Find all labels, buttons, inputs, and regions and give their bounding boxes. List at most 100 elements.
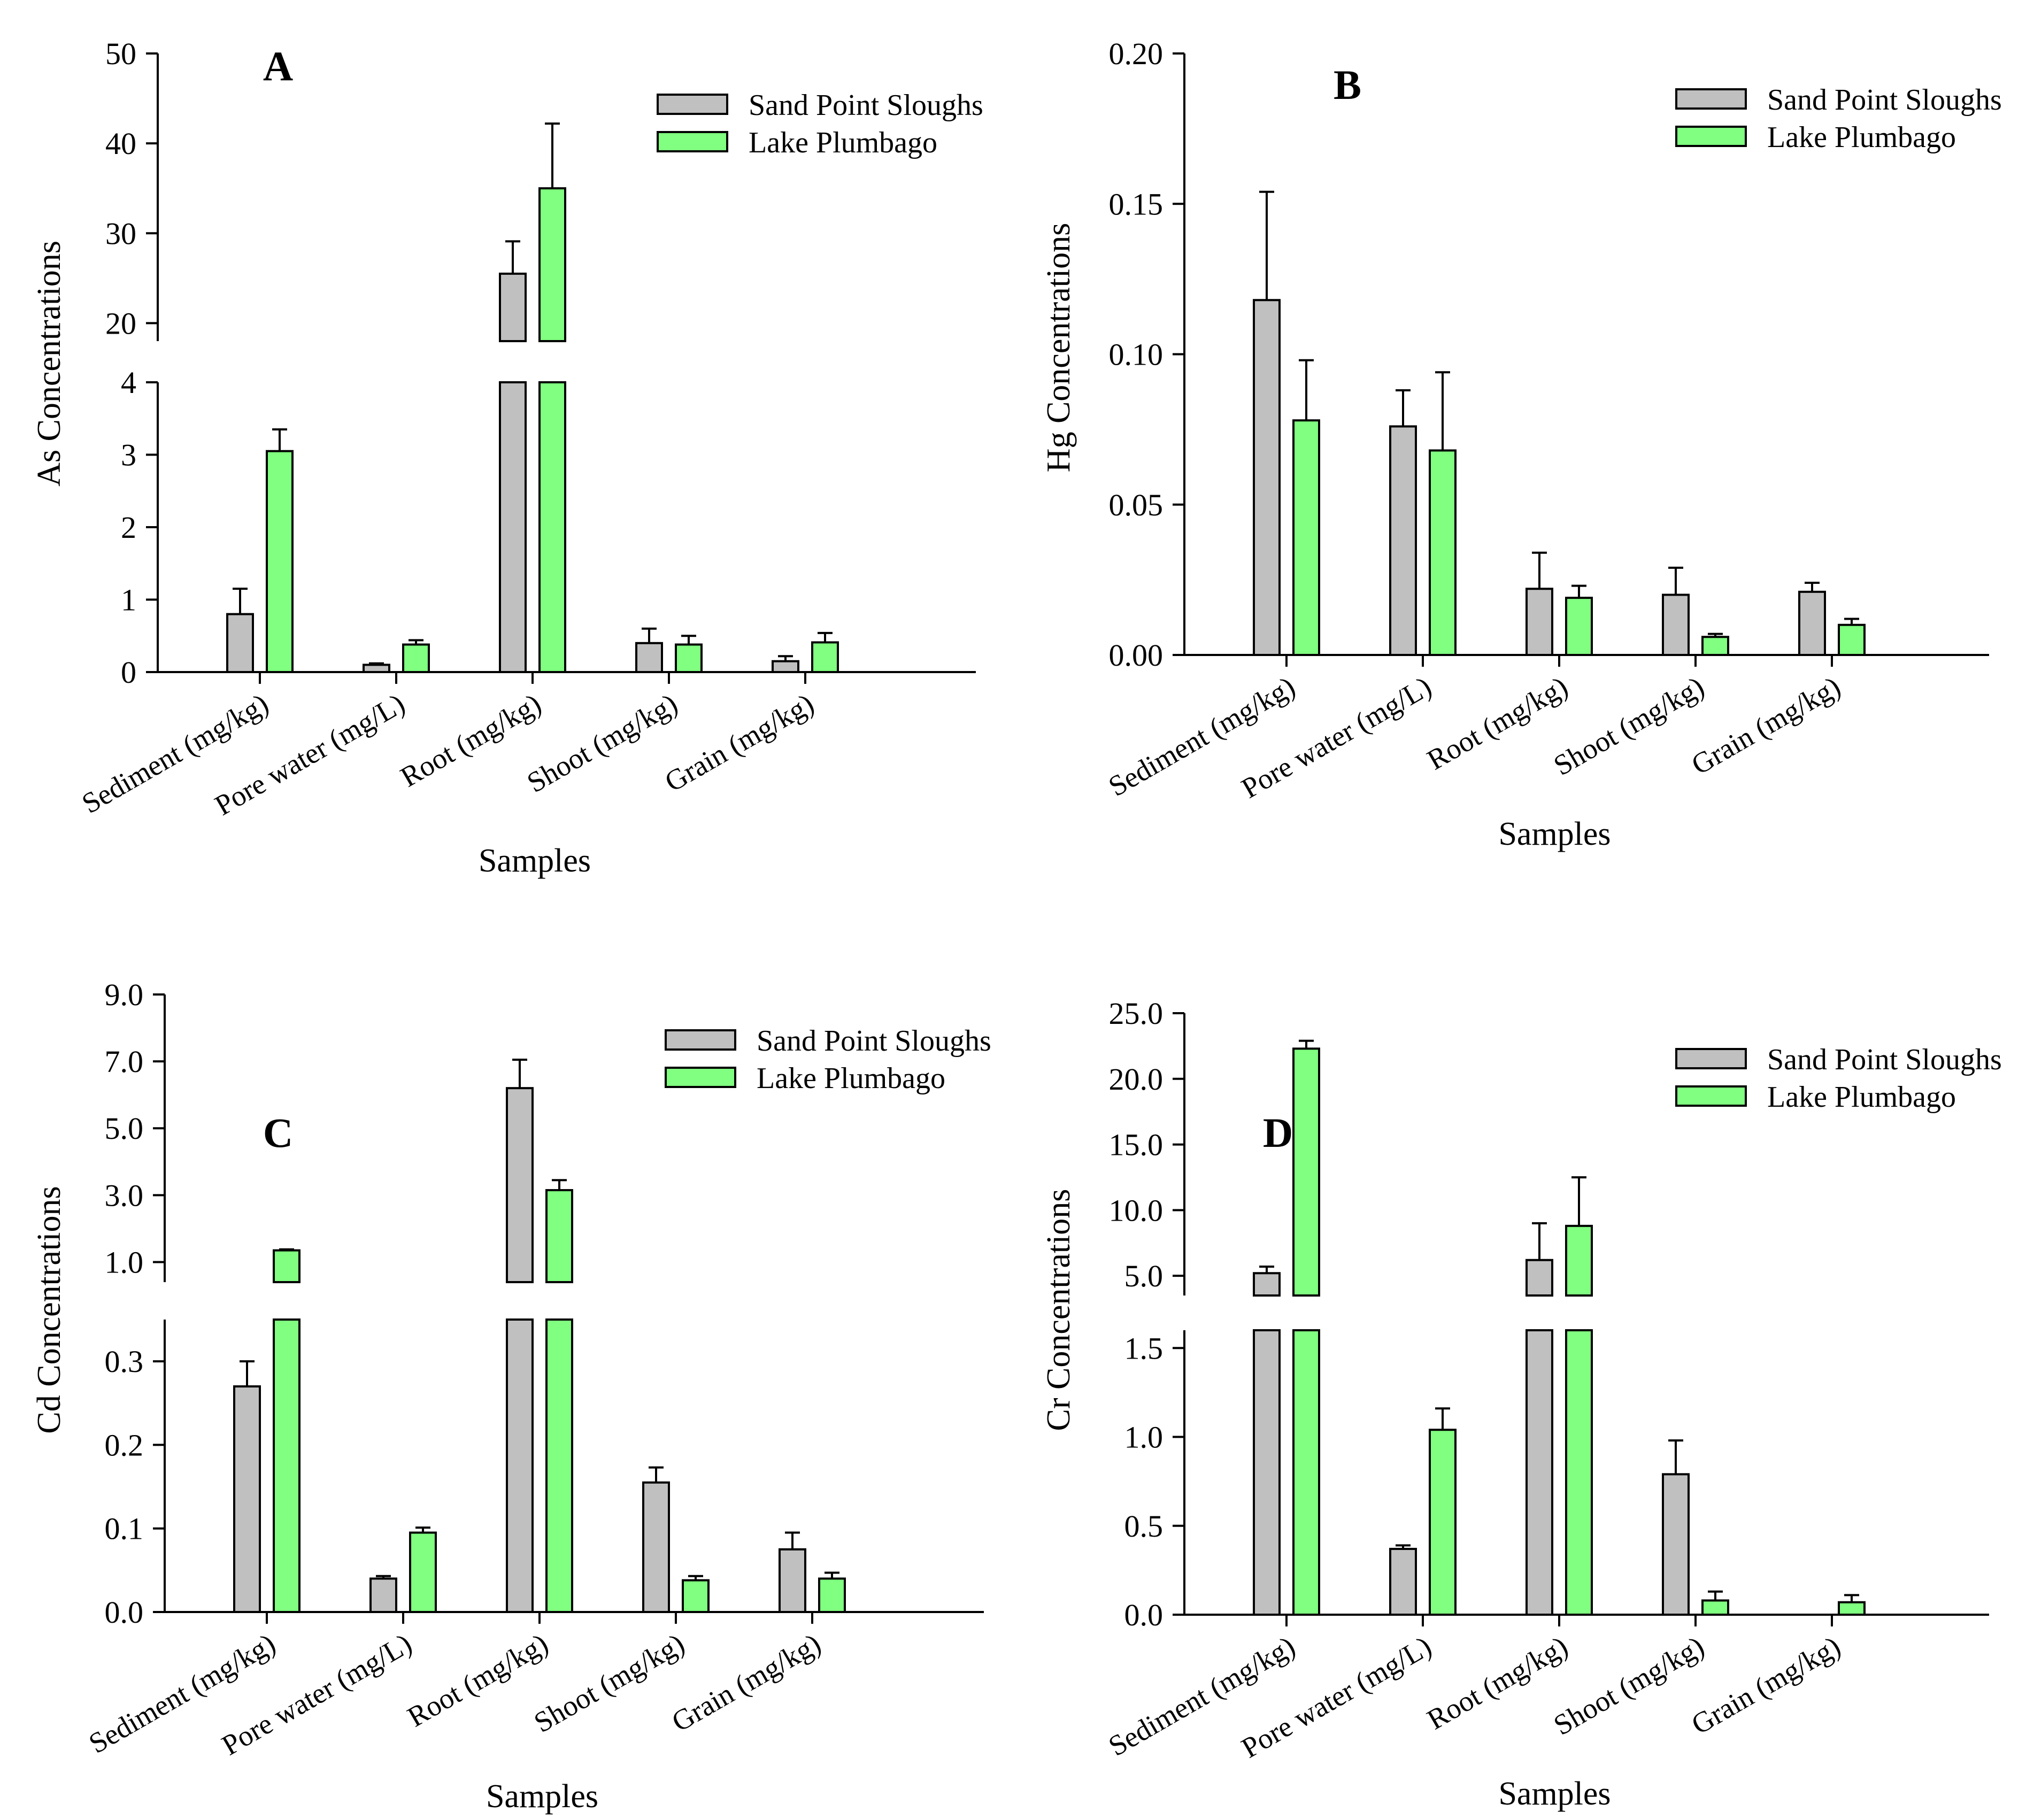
y-tick-label: 10.0: [1109, 1193, 1164, 1228]
legend-swatch: [1675, 1048, 1747, 1069]
y-tick-label: 5.0: [1124, 1259, 1164, 1293]
bar: [682, 1579, 710, 1613]
bar: [811, 641, 839, 673]
legend-swatch: [1675, 1085, 1747, 1107]
bar-upper-segment: [506, 1087, 534, 1284]
legend-swatch: [1675, 126, 1747, 147]
bar: [1838, 623, 1866, 656]
y-tick-label: 25.0: [1109, 996, 1164, 1031]
panel-label: D: [1263, 1109, 1293, 1156]
bar-lower-segment: [1253, 1329, 1281, 1616]
y-tick-label: 30: [105, 216, 136, 251]
bar: [363, 664, 390, 673]
y-axis-title: Cr Concentrations: [1041, 1189, 1077, 1431]
y-tick-label: 0.0: [105, 1595, 144, 1630]
y-tick-label: 0.05: [1109, 488, 1164, 522]
bar: [369, 1577, 397, 1613]
bar: [266, 450, 294, 673]
x-tick-label: Grain (mg/kg): [659, 687, 819, 798]
bar: [1662, 1473, 1690, 1616]
y-tick-label: 9.0: [105, 977, 144, 1012]
y-tick-label: 4: [121, 365, 136, 400]
bar: [402, 643, 430, 674]
y-tick-label: 0.1: [105, 1511, 144, 1546]
x-tick-label: Root (mg/kg): [1422, 1630, 1573, 1736]
bar: [1389, 425, 1417, 656]
y-tick-label: 0.2: [105, 1428, 144, 1462]
x-tick-label: Shoot (mg/kg): [528, 1627, 690, 1739]
bar-lower-segment: [1565, 1329, 1593, 1616]
legend-swatch: [1675, 88, 1747, 110]
y-tick-label: 0.5: [1124, 1509, 1164, 1544]
x-axis-title: Samples: [1498, 1776, 1611, 1812]
bar-upper-segment: [499, 272, 527, 342]
bar: [818, 1577, 846, 1613]
legend-label: Sand Point Sloughs: [1767, 1043, 2002, 1076]
bar: [772, 660, 799, 674]
bar-lower-segment: [538, 381, 566, 673]
bar-upper-segment: [538, 187, 566, 342]
legend-swatch: [657, 131, 728, 152]
bar-lower-segment: [499, 381, 527, 673]
y-tick-label: 0.15: [1109, 187, 1164, 221]
panel-label: A: [263, 43, 293, 89]
x-tick-label: Shoot (mg/kg): [1548, 1630, 1709, 1741]
legend-label: Sand Point Sloughs: [757, 1024, 991, 1058]
y-axis-title: Cd Concentrations: [31, 1186, 67, 1433]
bar: [1701, 636, 1729, 656]
bar: [1253, 299, 1281, 656]
x-tick-label: Shoot (mg/kg): [1548, 670, 1709, 782]
y-axis-title: As Concentrations: [31, 241, 67, 487]
bar-upper-segment: [545, 1189, 573, 1283]
bar: [675, 643, 703, 674]
x-axis-title: Samples: [486, 1778, 598, 1815]
bar-lower-segment: [273, 1318, 301, 1613]
bar: [1701, 1599, 1729, 1616]
bar: [1838, 1601, 1866, 1616]
bar: [1662, 593, 1690, 656]
y-tick-label: 3.0: [105, 1178, 144, 1213]
x-tick-label: Shoot (mg/kg): [521, 687, 683, 799]
bar: [1429, 1429, 1457, 1616]
y-axis-title: Hg Concentrations: [1041, 223, 1077, 473]
bar: [1429, 449, 1457, 656]
x-tick-label: Grain (mg/kg): [1686, 1630, 1846, 1740]
legend-label: Lake Plumbago: [749, 126, 937, 159]
bar: [1526, 588, 1553, 656]
bar-upper-segment: [1253, 1272, 1281, 1297]
bar: [233, 1385, 261, 1613]
y-tick-label: 50: [105, 36, 136, 71]
legend-label: Sand Point Sloughs: [749, 89, 983, 122]
bar-upper-segment: [1292, 1047, 1320, 1297]
bar: [226, 613, 254, 673]
y-tick-label: 40: [105, 126, 136, 161]
x-tick-label: Grain (mg/kg): [666, 1627, 826, 1738]
x-tick-label: Root (mg/kg): [395, 687, 546, 793]
x-axis-title: Samples: [1498, 816, 1611, 852]
bar-upper-segment: [1565, 1224, 1593, 1297]
y-tick-label: 1.0: [105, 1245, 144, 1279]
x-axis-title: Samples: [479, 843, 591, 879]
y-tick-label: 0.20: [1109, 36, 1164, 71]
y-tick-label: 1.5: [1124, 1331, 1164, 1366]
bar: [1292, 419, 1320, 656]
legend-label: Lake Plumbago: [1767, 121, 1956, 154]
y-tick-label: 15.0: [1109, 1128, 1164, 1162]
y-tick-label: 0.10: [1109, 337, 1164, 372]
bar: [409, 1531, 437, 1613]
x-tick-label: Root (mg/kg): [1422, 670, 1573, 776]
y-tick-label: 20.0: [1109, 1062, 1164, 1097]
y-tick-label: 0.00: [1109, 638, 1164, 673]
bar-lower-segment: [1292, 1329, 1320, 1616]
bar-lower-segment: [506, 1318, 534, 1613]
legend-swatch: [665, 1029, 736, 1051]
panel-label: B: [1334, 61, 1361, 108]
legend-label: Lake Plumbago: [757, 1062, 945, 1095]
bar: [779, 1548, 806, 1613]
y-tick-label: 1.0: [1124, 1420, 1164, 1455]
bar-upper-segment: [1526, 1259, 1553, 1297]
panel-label: C: [263, 1109, 293, 1156]
